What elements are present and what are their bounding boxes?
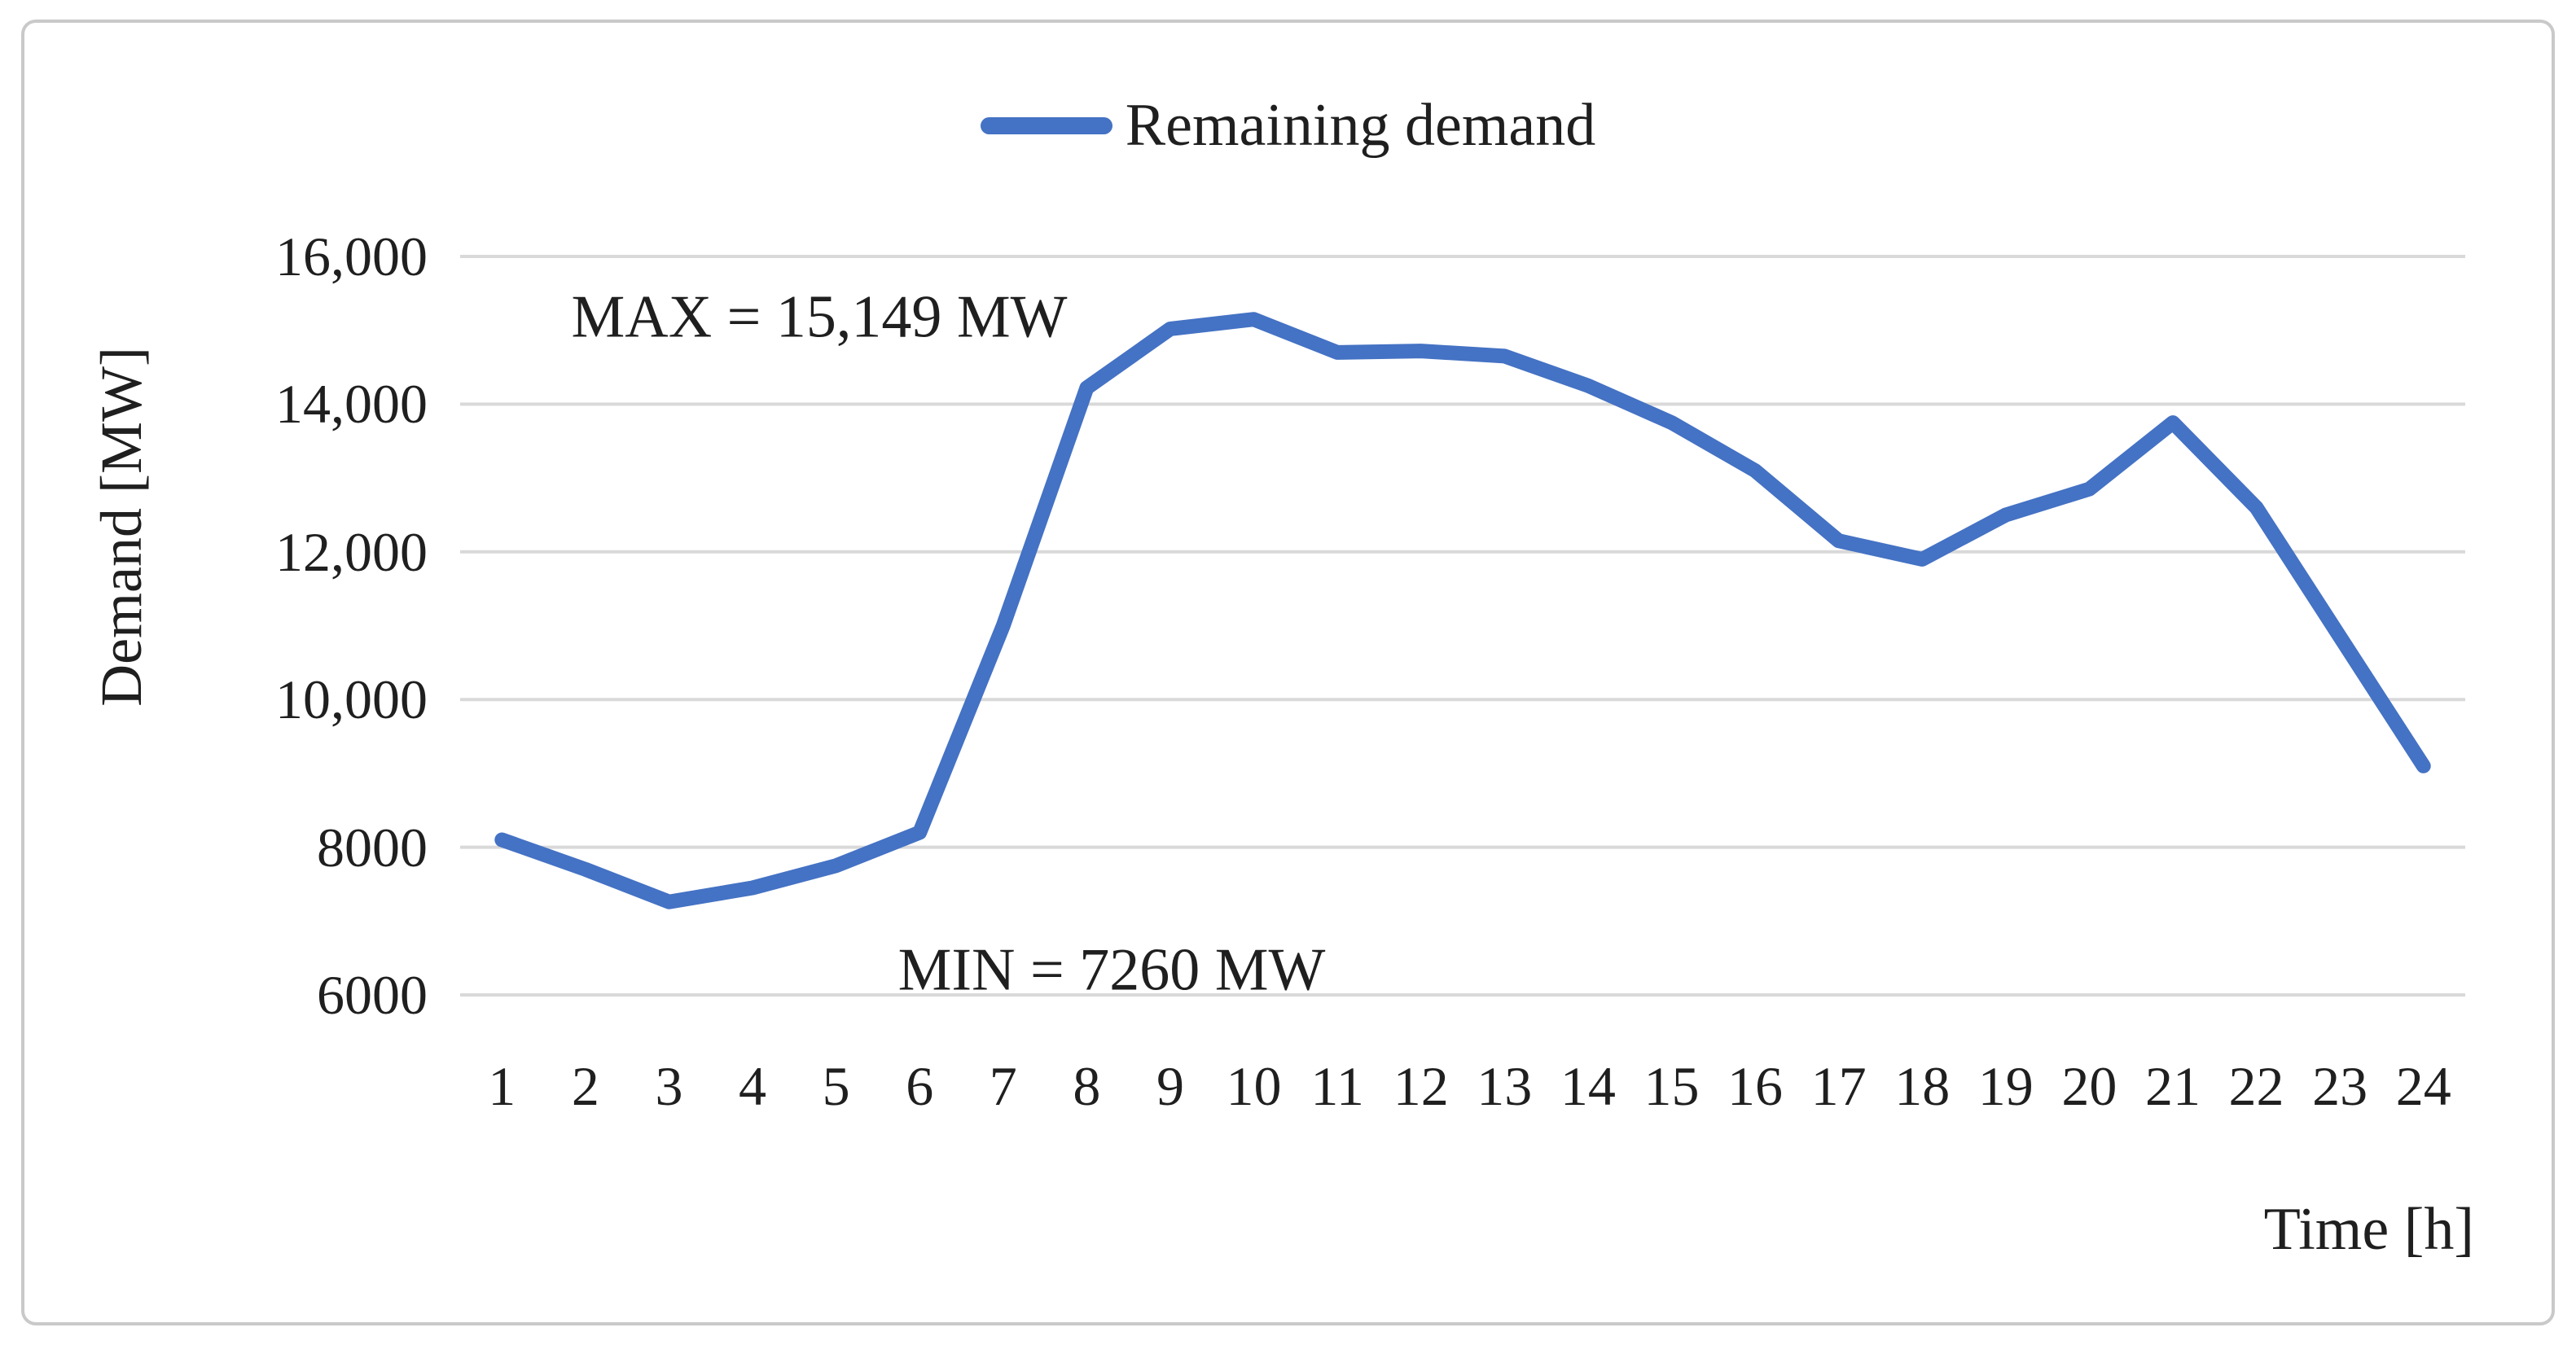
- x-tick-label: 16: [1727, 1055, 1784, 1117]
- x-tick-label: 20: [2061, 1055, 2117, 1117]
- x-tick-label: 15: [1643, 1055, 1700, 1117]
- x-tick-label: 5: [822, 1055, 850, 1117]
- x-tick-label: 18: [1894, 1055, 1951, 1117]
- x-tick-label: 1: [488, 1055, 516, 1117]
- demand-line-series: [494, 312, 2431, 909]
- x-tick-label: 13: [1477, 1055, 1533, 1117]
- chart-frame: [21, 20, 2555, 1325]
- x-tick-label: 6: [906, 1055, 934, 1117]
- x-tick-label: 17: [1810, 1055, 1867, 1117]
- y-axis-title: Demand [MW]: [89, 347, 154, 707]
- y-tick-label: 12,000: [275, 520, 428, 583]
- x-tick-label: 11: [1310, 1055, 1364, 1117]
- legend-line-marker: [980, 117, 1112, 134]
- max-annotation: MAX = 15,149 MW: [571, 283, 1068, 351]
- x-tick-label: 10: [1226, 1055, 1282, 1117]
- x-axis-title: Time [h]: [2263, 1196, 2474, 1263]
- x-tick-label: 9: [1156, 1055, 1184, 1117]
- x-tick-label: 14: [1560, 1055, 1616, 1117]
- x-tick-label: 22: [2228, 1055, 2284, 1117]
- x-tick-label: 3: [655, 1055, 683, 1117]
- y-tick-label: 10,000: [275, 668, 428, 731]
- x-tick-label: 12: [1393, 1055, 1449, 1117]
- y-tick-label: 6000: [317, 964, 428, 1026]
- x-tick-label: 24: [2395, 1055, 2451, 1117]
- x-tick-label: 19: [1977, 1055, 2034, 1117]
- legend: Remaining demand: [0, 91, 2576, 160]
- remaining-demand-line: [494, 312, 2431, 909]
- x-tick-label: 2: [571, 1055, 599, 1117]
- x-tick-label: 4: [739, 1055, 767, 1117]
- legend-label: Remaining demand: [1125, 92, 1596, 159]
- y-tick-label: 16,000: [275, 226, 428, 287]
- x-tick-label: 7: [989, 1055, 1017, 1117]
- min-annotation: MIN = 7260 MW: [897, 936, 1326, 1004]
- x-tick-label: 23: [2312, 1055, 2368, 1117]
- x-tick-label: 8: [1073, 1055, 1101, 1117]
- x-tick-label: 21: [2144, 1055, 2201, 1117]
- y-tick-label: 14,000: [275, 373, 428, 436]
- y-tick-label: 8000: [317, 816, 428, 878]
- gridlines: [460, 255, 2465, 997]
